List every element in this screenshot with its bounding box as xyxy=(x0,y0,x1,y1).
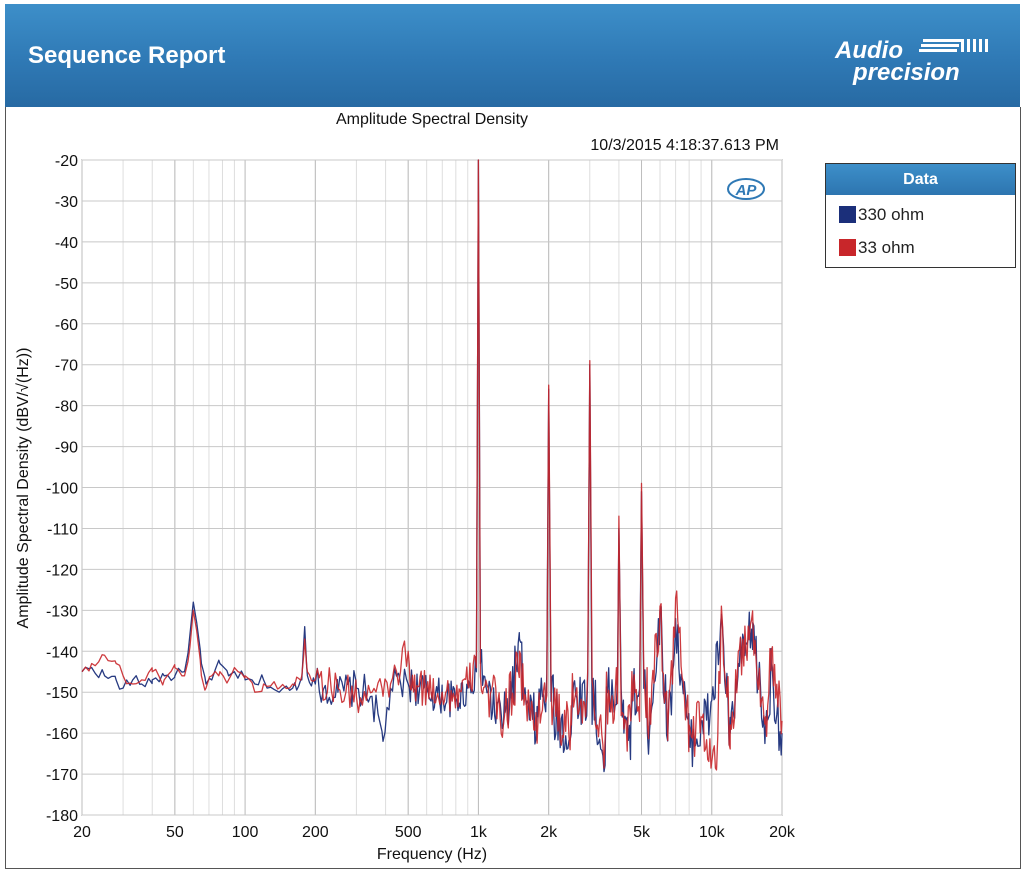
y-tick-label: -50 xyxy=(55,276,78,293)
x-tick-label: 20 xyxy=(73,824,91,841)
y-tick-label: -130 xyxy=(46,603,78,620)
svg-text:Audio: Audio xyxy=(834,37,903,64)
legend-label: 33 ohm xyxy=(858,238,915,257)
svg-text:AP: AP xyxy=(735,182,758,199)
x-tick-label: 100 xyxy=(232,824,259,841)
chart-title: Amplitude Spectral Density xyxy=(336,111,528,128)
x-tick-label: 2k xyxy=(540,824,558,841)
x-tick-label: 5k xyxy=(633,824,651,841)
legend-swatch xyxy=(839,239,856,256)
y-tick-label: -20 xyxy=(55,153,78,170)
legend-label: 330 ohm xyxy=(858,205,925,224)
y-tick-label: -70 xyxy=(55,358,78,375)
x-tick-label: 1k xyxy=(470,824,488,841)
y-tick-label: -150 xyxy=(46,685,78,702)
ap-watermark-icon: AP xyxy=(727,178,765,200)
x-tick-label: 200 xyxy=(302,824,329,841)
legend-item-33-ohm: 33 ohm xyxy=(839,238,915,258)
y-tick-label: -60 xyxy=(55,317,78,334)
y-tick-label: -30 xyxy=(55,194,78,211)
x-tick-label: 50 xyxy=(166,824,184,841)
x-tick-label: 500 xyxy=(395,824,422,841)
x-tick-label: 10k xyxy=(699,824,726,841)
y-tick-label: -90 xyxy=(55,440,78,457)
legend: Data 330 ohm 33 ohm xyxy=(825,163,1016,268)
y-tick-label: -170 xyxy=(46,767,78,784)
y-tick-label: -180 xyxy=(46,808,78,825)
x-axis-label: Frequency (Hz) xyxy=(377,846,487,863)
y-tick-label: -80 xyxy=(55,399,78,416)
y-axis-label: Amplitude Spectral Density (dBV/√(Hz)) xyxy=(15,348,32,629)
audio-precision-logo: Audio precision xyxy=(834,37,988,86)
svg-text:precision: precision xyxy=(852,59,960,86)
y-tick-label: -140 xyxy=(46,644,78,661)
y-tick-label: -120 xyxy=(46,562,78,579)
legend-swatch xyxy=(839,206,856,223)
y-tick-label: -110 xyxy=(47,521,78,538)
chart-timestamp: 10/3/2015 4:18:37.613 PM xyxy=(590,137,779,154)
report-title: Sequence Report xyxy=(28,42,226,69)
series-line-33-ohm xyxy=(81,159,783,771)
legend-title: Data xyxy=(826,164,1015,195)
legend-item-330-ohm: 330 ohm xyxy=(839,205,925,225)
y-tick-label: -160 xyxy=(46,726,78,743)
y-tick-label: -40 xyxy=(55,235,78,252)
report-header: Sequence Report Audio precision xyxy=(5,4,1020,107)
y-tick-label: -100 xyxy=(46,481,78,498)
x-tick-label: 20k xyxy=(769,824,796,841)
